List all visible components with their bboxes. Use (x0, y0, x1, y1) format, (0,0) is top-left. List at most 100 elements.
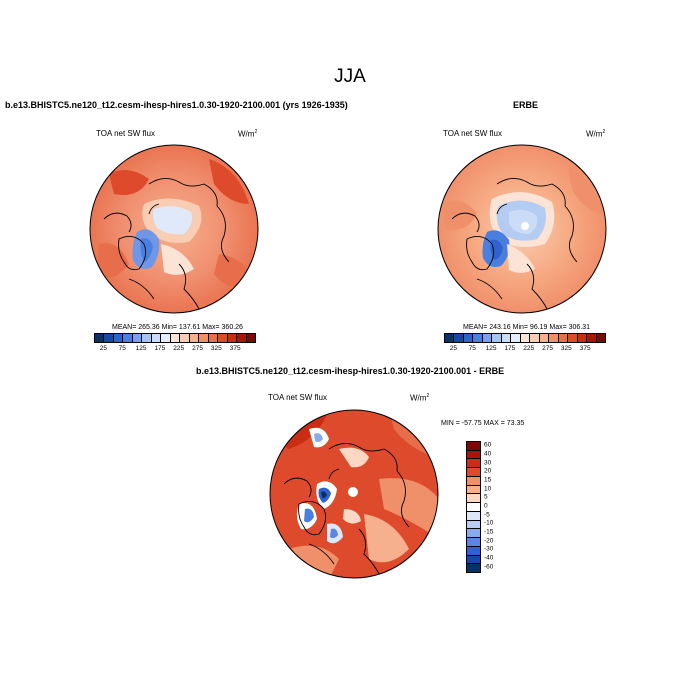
colorbar-label: 125 (135, 345, 147, 352)
colorbar-swatch (467, 538, 480, 547)
panel2-units-label: W/m2 (586, 129, 606, 139)
colorbar-label: -60 (484, 563, 494, 571)
colorbar-label: -40 (484, 554, 494, 562)
colorbar-swatch (530, 334, 540, 342)
colorbar-swatch (445, 334, 455, 342)
colorbar-label: 175 (154, 345, 166, 352)
colorbar-swatch (123, 334, 133, 342)
colorbar-label: 225 (173, 345, 185, 352)
colorbar-swatch (246, 334, 255, 342)
panel2-polar-map (437, 144, 607, 314)
panel3-stats: MIN = -57.75 MAX = 73.35 (441, 420, 525, 427)
colorbar-swatch (142, 334, 152, 342)
colorbar-label: -15 (484, 528, 494, 536)
colorbar-label: 25 (99, 345, 108, 352)
colorbar-swatch (467, 511, 480, 521)
panel3-title: b.e13.BHISTC5.ne120_t12.cesm-ihesp-hires… (196, 366, 505, 376)
colorbar-swatch (482, 334, 493, 342)
panel2-colorbar-labels: 25 75 125 175 225 275 325 375 (444, 345, 604, 355)
panel1-colorbar (94, 333, 256, 343)
colorbar-swatch (558, 334, 569, 342)
colorbar-label: 225 (523, 345, 535, 352)
colorbar-swatch (467, 476, 480, 486)
colorbar-swatch (113, 334, 124, 342)
colorbar-label: 325 (210, 345, 222, 352)
colorbar-swatch (587, 334, 597, 342)
colorbar-swatch (208, 334, 219, 342)
colorbar-swatch (467, 564, 480, 573)
colorbar-swatch (95, 334, 105, 342)
panel3-colorbar-labels: 60 40 30 20 15 10 5 0 -5 -10 -15 -20 -30 -40 -60 (484, 441, 514, 571)
colorbar-swatch (104, 334, 114, 342)
colorbar-swatch (467, 442, 480, 451)
panel1-stats: MEAN= 265.36 Min= 137.61 Max= 360.26 (112, 324, 243, 331)
colorbar-label: 10 (484, 485, 492, 493)
colorbar-swatch (180, 334, 190, 342)
colorbar-label: 30 (484, 459, 492, 467)
colorbar-swatch (492, 334, 502, 342)
colorbar-label: 15 (484, 476, 492, 484)
colorbar-swatch (467, 494, 480, 504)
colorbar-label: -30 (484, 545, 494, 553)
colorbar-swatch (218, 334, 228, 342)
panel2-variable-label: TOA net SW flux (443, 129, 502, 138)
colorbar-swatch (520, 334, 531, 342)
panel3-variable-label: TOA net SW flux (268, 393, 327, 402)
colorbar-label: 125 (485, 345, 497, 352)
colorbar-swatch (199, 334, 209, 342)
colorbar-swatch (151, 334, 162, 342)
colorbar-swatch (577, 334, 588, 342)
colorbar-swatch (227, 334, 238, 342)
colorbar-label: 175 (504, 345, 516, 352)
panel3-units-label: W/m2 (410, 393, 430, 403)
colorbar-swatch (596, 334, 605, 342)
colorbar-swatch (467, 546, 480, 556)
colorbar-swatch (549, 334, 559, 342)
panel3-colorbar (466, 441, 481, 573)
colorbar-label: 375 (229, 345, 241, 352)
colorbar-label: 20 (484, 467, 492, 475)
colorbar-label: 275 (542, 345, 553, 352)
colorbar-swatch (467, 529, 480, 539)
colorbar-swatch (467, 485, 480, 495)
colorbar-swatch (161, 334, 171, 342)
colorbar-label: 5 (484, 493, 488, 501)
colorbar-label: 325 (560, 345, 572, 352)
panel1-variable-label: TOA net SW flux (96, 129, 155, 138)
colorbar-swatch (467, 450, 480, 460)
colorbar-label: 75 (118, 345, 126, 352)
panel2-stats: MEAN= 243.16 Min= 96.19 Max= 306.31 (463, 324, 591, 331)
colorbar-swatch (132, 334, 143, 342)
colorbar-label: 75 (468, 345, 476, 352)
panel2-title: ERBE (513, 100, 539, 110)
colorbar-label: 375 (579, 345, 591, 352)
colorbar-label: -5 (484, 511, 490, 519)
panel1-units-label: W/m2 (238, 129, 258, 139)
panel3-polar-map (269, 409, 439, 579)
colorbar-swatch (454, 334, 464, 342)
panel1-polar-map (89, 144, 259, 314)
colorbar-swatch (237, 334, 247, 342)
colorbar-swatch (568, 334, 578, 342)
colorbar-swatch (501, 334, 512, 342)
colorbar-swatch (467, 555, 480, 565)
colorbar-label: 60 (484, 441, 492, 449)
colorbar-swatch (473, 334, 483, 342)
colorbar-label: 275 (192, 345, 203, 352)
colorbar-swatch (511, 334, 521, 342)
colorbar-swatch (467, 468, 480, 477)
figure-title: JJA (334, 66, 366, 87)
panel1-colorbar-labels: 25 75 125 175 225 275 325 375 (94, 345, 254, 355)
panel2-colorbar (444, 333, 606, 343)
colorbar-swatch (170, 334, 181, 342)
colorbar-swatch (463, 334, 474, 342)
colorbar-swatch (467, 503, 480, 512)
colorbar-swatch (189, 334, 200, 342)
colorbar-swatch (467, 459, 480, 469)
panel1-title: b.e13.BHISTC5.ne120_t12.cesm-ihesp-hires… (5, 100, 348, 110)
colorbar-label: 40 (484, 450, 492, 458)
colorbar-label: 25 (449, 345, 458, 352)
colorbar-swatch (539, 334, 550, 342)
colorbar-label: -20 (484, 537, 494, 545)
colorbar-label: 0 (484, 502, 488, 510)
